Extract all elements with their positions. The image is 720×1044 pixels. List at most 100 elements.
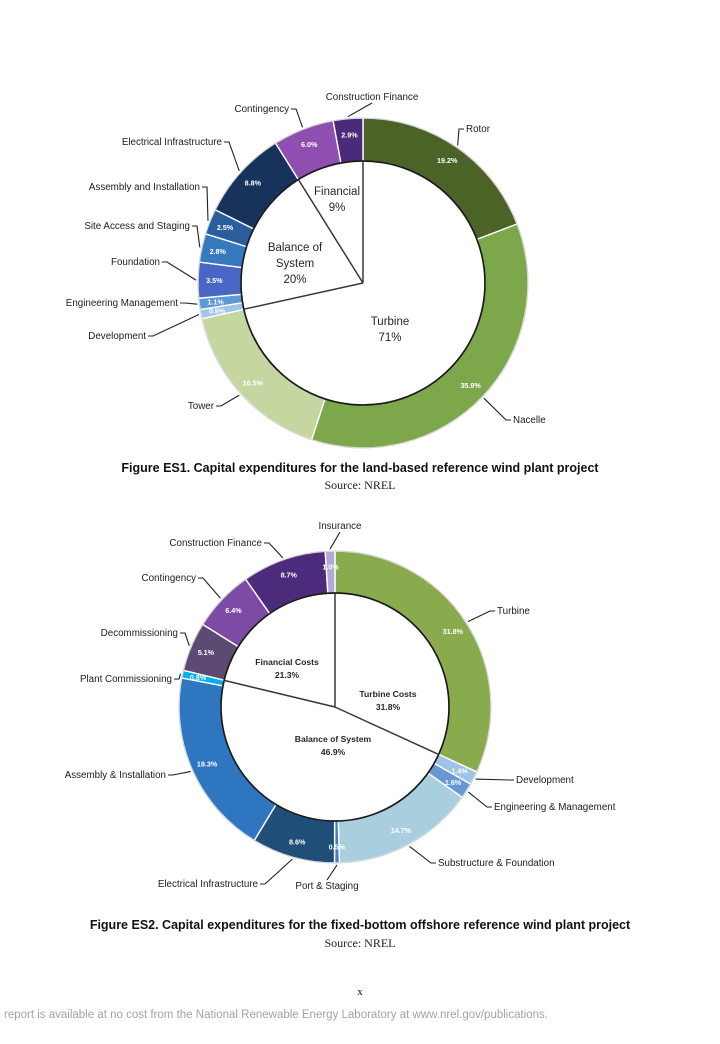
leader-line-tower [216, 394, 240, 407]
pct-label-site-access-and-staging: 2.8% [210, 247, 227, 256]
leader-line-decommissioning [180, 632, 190, 646]
pct-label-foundation: 3.5% [206, 276, 223, 285]
leader-line-development [475, 778, 514, 781]
pct-label-electrical-infrastructure: 8.8% [245, 179, 262, 188]
pct-label-assembly-and-installation: 2.5% [217, 223, 234, 232]
pct-label-electrical-infrastructure: 8.6% [289, 837, 306, 846]
leader-line-engineering-management [180, 302, 198, 305]
slice-label-construction-finance: Construction Finance [326, 92, 419, 103]
slice-label-decommissioning: Decommissioning [101, 628, 178, 639]
leader-line-plant-commissioning [174, 673, 182, 680]
slice-label-rotor: Rotor [466, 124, 491, 135]
slice-nacelle [310, 223, 529, 449]
slice-substructure-foundation [337, 772, 463, 864]
slice-callouts: Rotor Nacelle Tower Development Engineering … [66, 92, 546, 426]
page-number: x [357, 986, 363, 998]
outer-rim [197, 117, 529, 449]
leader-line-rotor [457, 128, 464, 146]
leader-line-construction-finance [347, 102, 373, 118]
slice-label-electrical-infrastructure: Electrical Infrastructure [122, 137, 223, 148]
pct-label-substructure-foundation: 14.7% [391, 826, 412, 835]
leader-line-nacelle [483, 397, 511, 421]
leader-line-construction-finance [264, 542, 284, 559]
divider-lines [197, 117, 529, 449]
percent-labels: 19.2% 35.9% 16.5% 0.9%1.1% 3.5% 2.8% 2.5% 8.8% 6… [206, 130, 481, 390]
slice-rotor [362, 117, 518, 241]
slice-label-engineering-management: Engineering & Management [494, 802, 616, 813]
slice-label-insurance: Insurance [318, 521, 362, 532]
slice-label-site-access-and-staging: Site Access and Staging [84, 221, 190, 232]
slice-label-assembly-and-installation: Assembly and Installation [89, 182, 200, 193]
leader-line-foundation [162, 261, 197, 281]
slice-label-electrical-infrastructure: Electrical Infrastructure [158, 879, 259, 890]
slice-label-turbine: Turbine [497, 606, 530, 617]
figure-es1-source: Source: NREL [324, 478, 396, 492]
pct-label-port-staging: 0.5% [329, 843, 346, 852]
figure-es2-source: Source: NREL [324, 936, 396, 950]
slice-label-port-staging: Port & Staging [295, 881, 358, 892]
pct-label-contingency: 6.4% [225, 606, 242, 615]
slice-label-development: Development [88, 331, 146, 342]
group-divider [223, 679, 336, 708]
pct-label-development: 1.4% [451, 766, 468, 775]
donut-chart-offshore: 31.8% 1.4% 1.6% 14.7% 0.5% 8.6% 19.3% 0.8% 5.1% 6… [65, 521, 616, 892]
group-label-balance-of-system: Balance of System 46.9% [295, 734, 372, 757]
percent-labels: 31.8% 1.4% 1.6% 14.7% 0.5% 8.6% 19.3% 0.8% 5.1% 6… [190, 563, 469, 852]
leader-line-insurance [329, 531, 341, 550]
leader-line-engineering-management [467, 791, 492, 808]
slice-label-construction-finance: Construction Finance [169, 538, 262, 549]
pct-label-insurance: 1.0% [322, 563, 339, 572]
group-label-financial-costs: Financial Costs 21.3% [255, 657, 319, 680]
pct-label-turbine: 31.8% [443, 627, 464, 636]
pct-label-plant-commissioning: 0.8% [190, 673, 207, 682]
slice-assembly-installation [178, 677, 277, 842]
leader-line-contingency [198, 577, 221, 599]
pct-label-engineering-management: 1.6% [445, 778, 462, 787]
leader-line-contingency [291, 108, 304, 128]
leader-line-assembly-and-installation [202, 186, 209, 221]
figure-es1-caption: Figure ES1. Capital expenditures for the… [121, 461, 599, 475]
pct-label-tower: 16.5% [243, 378, 264, 387]
group-label-turbine-costs: Turbine Costs 31.8% [359, 689, 416, 712]
slice-label-assembly-installation: Assembly & Installation [65, 770, 166, 781]
leader-line-assembly-installation [168, 770, 191, 776]
slice-label-contingency: Contingency [142, 573, 197, 584]
pct-label-assembly-installation: 19.3% [197, 760, 218, 769]
group-label-financial: Financial 9% [314, 186, 360, 214]
leader-line-turbine [467, 610, 495, 623]
group-divider [334, 706, 439, 756]
figure-es2-caption: Figure ES2. Capital expenditures for the… [89, 918, 631, 932]
pct-label-construction-finance: 2.9% [341, 130, 358, 139]
divider-lines [178, 550, 492, 864]
slice-label-nacelle: Nacelle [513, 415, 546, 426]
slice-label-engineering-management: Engineering Management [66, 298, 178, 309]
group-label-turbine: Turbine 71% [371, 316, 410, 344]
slice-tower [201, 308, 326, 441]
pct-label-development: 0.9% [209, 307, 226, 316]
slice-label-tower: Tower [188, 401, 215, 412]
pct-label-rotor: 19.2% [437, 156, 458, 165]
group-divider [297, 179, 364, 284]
group-divider [243, 282, 364, 310]
outer-rim [178, 550, 492, 864]
slice-label-substructure-foundation: Substructure & Foundation [438, 858, 555, 869]
leader-line-electrical-infrastructure [224, 141, 240, 172]
slice-label-development: Development [516, 775, 574, 786]
pct-label-engineering-management: 1.1% [207, 297, 224, 306]
pct-label-decommissioning: 5.1% [198, 648, 215, 657]
leader-line-electrical-infrastructure [260, 858, 293, 885]
pct-label-nacelle: 35.9% [460, 381, 481, 390]
slice-label-foundation: Foundation [111, 257, 160, 268]
pct-label-construction-finance: 8.7% [281, 570, 298, 579]
group-label-balance-of-system: Balance of System 20% [268, 242, 323, 286]
slice-label-contingency: Contingency [235, 104, 290, 115]
leader-line-site-access-and-staging [192, 225, 201, 248]
leader-line-port-staging [326, 864, 338, 881]
leader-line-development [148, 314, 200, 337]
pct-label-contingency: 6.0% [301, 140, 318, 149]
donut-chart-land-based: 19.2% 35.9% 16.5% 0.9%1.1% 3.5% 2.8% 2.5% 8.8% 6… [66, 92, 546, 449]
footer-availability-note: report is available at no cost from the … [4, 1009, 548, 1021]
slice-label-plant-commissioning: Plant Commissioning [80, 674, 172, 685]
leader-line-substructure-foundation [409, 845, 436, 864]
